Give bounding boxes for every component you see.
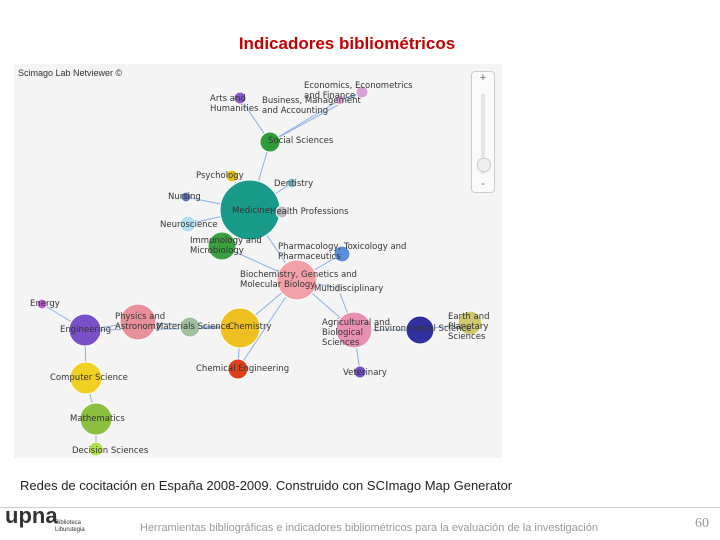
node[interactable] — [355, 85, 369, 99]
node-label: Neuroscience — [160, 220, 218, 230]
node[interactable] — [88, 441, 104, 457]
node[interactable] — [286, 177, 298, 189]
caption: Redes de cocitación en España 2008-2009.… — [20, 478, 513, 493]
node[interactable] — [207, 231, 237, 261]
node-label: Arts and Humanities — [210, 94, 259, 114]
node[interactable] — [79, 402, 113, 436]
node[interactable] — [405, 315, 435, 345]
node-label: Decision Sciences — [72, 446, 149, 456]
node[interactable] — [353, 365, 367, 379]
zoom-thumb[interactable] — [477, 158, 491, 172]
node-label: Veterinary — [343, 368, 387, 378]
node-label: Nursing — [168, 192, 201, 202]
node[interactable] — [335, 311, 373, 349]
node-label: Environmental Science — [374, 324, 472, 334]
node[interactable] — [259, 131, 281, 153]
node[interactable] — [119, 303, 157, 341]
node-label: Engineering — [60, 325, 111, 335]
node-label: Mathematics — [70, 414, 125, 424]
node-label: Economics, Econometrics and Finance — [304, 81, 413, 101]
node[interactable] — [276, 259, 318, 301]
node-label: Multidisciplinary — [314, 284, 384, 294]
node[interactable] — [36, 298, 48, 310]
node[interactable] — [333, 245, 351, 263]
node[interactable] — [457, 310, 483, 336]
node-label: Biochemistry, Genetics and Molecular Bio… — [240, 270, 357, 290]
node[interactable] — [68, 313, 102, 347]
node-label: Agricultural and Biological Sciences — [322, 318, 390, 348]
node-label: Pharmacology, Toxicology and Pharmaceuti… — [278, 242, 407, 262]
node-label: Medicine — [232, 206, 270, 216]
edge — [269, 91, 363, 143]
node-label: Earth and Planetary Sciences — [448, 312, 490, 342]
zoom-control[interactable]: + - — [471, 71, 495, 193]
viewer-label: Scimago Lab Netviewer © — [18, 68, 123, 78]
node-label: Chemistry — [228, 322, 272, 332]
node-label: Business, Management and Accounting — [262, 96, 361, 116]
node[interactable] — [233, 91, 247, 105]
edge — [84, 327, 241, 331]
node[interactable] — [219, 307, 261, 349]
footer-rule — [0, 507, 720, 508]
node[interactable] — [275, 205, 289, 219]
logo-sub: Biblioteca Liburutegia — [55, 520, 85, 533]
footer-text: Herramientas bibliográficas e indicadore… — [140, 522, 598, 534]
node[interactable] — [227, 358, 249, 380]
edge — [269, 99, 341, 143]
node-label: Dentistry — [274, 179, 314, 189]
node-label: Physics and Astronomy — [115, 312, 166, 332]
node[interactable] — [69, 361, 103, 395]
zoom-track — [481, 94, 485, 174]
node[interactable] — [179, 316, 201, 338]
zoom-in[interactable]: + — [479, 72, 487, 84]
node-label: Immunology and Microbiology — [190, 236, 262, 256]
title: Indicadores bibliométricos — [238, 34, 456, 53]
node[interactable] — [332, 282, 344, 294]
node-label: Chemical Engineering — [196, 364, 290, 374]
node-label: Materials Science — [156, 322, 231, 332]
node-label: Energy — [30, 299, 60, 309]
node[interactable] — [225, 169, 239, 183]
page-number: 60 — [695, 516, 709, 531]
node-label: Computer Science — [50, 373, 128, 383]
node[interactable] — [334, 94, 346, 106]
node-label: Psychology — [196, 171, 244, 181]
node-label: Social Sciences — [268, 136, 334, 146]
zoom-out[interactable]: - — [481, 178, 485, 190]
logo: upna — [5, 503, 58, 528]
node[interactable] — [180, 191, 192, 203]
node-label: Health Professions — [270, 207, 349, 217]
node[interactable] — [179, 215, 197, 233]
map-panel — [14, 64, 502, 458]
